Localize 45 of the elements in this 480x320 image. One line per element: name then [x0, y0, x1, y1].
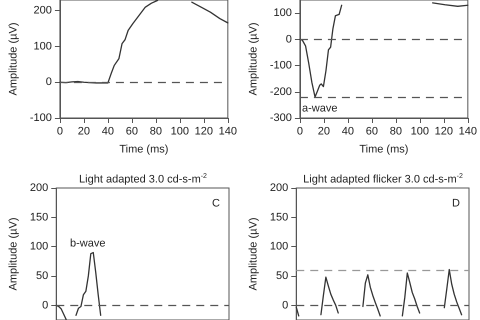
x-axis-title: Time (ms) — [359, 144, 408, 156]
y-tick-label: 200 — [30, 182, 48, 194]
x-tick-label: 80 — [390, 126, 402, 138]
y-axis-title: Amplitude (µV) — [248, 22, 260, 96]
x-tick-label: 140 — [458, 126, 478, 138]
y-axis-title: Amplitude (µV) — [8, 218, 20, 290]
y-tick-label: 150 — [270, 211, 288, 224]
x-tick-label: 120 — [194, 126, 214, 138]
x-tick-label: 20 — [318, 126, 330, 138]
y-tick-label: 100 — [270, 240, 288, 253]
y-tick-label: -100 — [30, 112, 52, 124]
x-tick-label: 60 — [126, 126, 138, 138]
y-tick-label: -200 — [270, 86, 292, 98]
y-tick-label: -100 — [270, 60, 292, 72]
x-tick-label: 120 — [434, 126, 454, 138]
x-tick-label: 60 — [366, 126, 378, 138]
y-tick-label: 0 — [42, 299, 48, 312]
y-tick-label: 50 — [36, 270, 48, 282]
y-tick-label: 150 — [30, 211, 48, 224]
x-tick-label: 40 — [102, 126, 114, 138]
y-tick-label: -300 — [270, 112, 292, 124]
annotation: C — [212, 198, 220, 210]
x-axis-title: Time (ms) — [119, 144, 168, 156]
x-tick-label: 40 — [342, 126, 354, 138]
x-tick-label: 20 — [78, 126, 90, 138]
x-tick-label: 80 — [150, 126, 162, 138]
y-tick-label: 50 — [276, 270, 288, 282]
x-tick-label: 100 — [410, 126, 430, 138]
y-tick-label: 100 — [30, 240, 48, 253]
y-tick-label: 100 — [34, 40, 52, 52]
y-tick-label: 0 — [282, 299, 288, 312]
annotation: a-wave — [302, 102, 338, 114]
x-tick-label: 0 — [56, 126, 63, 138]
y-tick-label: 200 — [34, 4, 52, 17]
y-tick-label: 0 — [286, 33, 292, 46]
annotation: b-wave — [70, 238, 106, 250]
y-tick-label: 200 — [270, 182, 288, 194]
y-tick-label: 0 — [46, 76, 52, 88]
y-axis-title: Amplitude (µV) — [248, 218, 260, 290]
annotation: D — [452, 198, 460, 210]
y-tick-label: 100 — [274, 7, 292, 20]
x-tick-label: 140 — [218, 126, 238, 138]
x-tick-label: 0 — [296, 126, 303, 138]
y-axis-title: Amplitude (µV) — [8, 22, 20, 96]
x-tick-label: 100 — [170, 126, 190, 138]
